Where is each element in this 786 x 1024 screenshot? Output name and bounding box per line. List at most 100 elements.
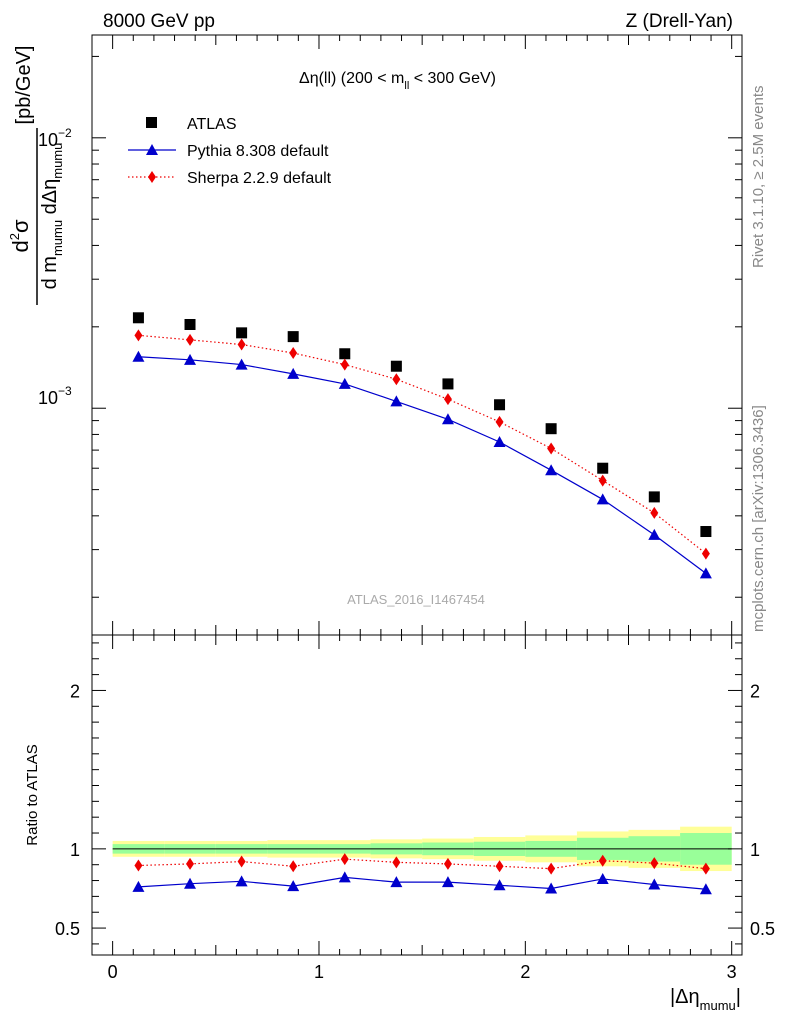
data-point-atlas	[132, 312, 144, 324]
x-tick-label: 0	[108, 962, 118, 982]
legend: ATLAS Pythia 8.308 default Sherpa 2.2.9 …	[128, 116, 332, 187]
data-point-pythia-8-308-default	[235, 358, 248, 370]
plot-title-post: < 300 GeV)	[409, 70, 496, 87]
ytick-1e-3-exp: −3	[58, 384, 72, 398]
data-point-pythia-8-308-default	[184, 353, 197, 365]
data-point-pythia-8-308-default	[132, 350, 145, 362]
data-point-sherpa-2-2-9-default	[443, 393, 452, 406]
ratio-point-pythia-8-308-default	[235, 875, 248, 887]
ytick-label-1e-3: 10−3	[38, 384, 72, 408]
ratio-point-sherpa-2-2-9-default	[340, 853, 349, 866]
ratio-tick-label-left: 1	[70, 840, 80, 860]
data-point-atlas	[287, 331, 299, 343]
y-label-unit: [pb/GeV]	[13, 46, 35, 125]
y-axis-label: d2σ d mmumu dΔηmumu [pb/GeV]	[7, 46, 65, 305]
ratio-bands	[112, 826, 732, 872]
x-tick-label: 2	[520, 962, 530, 982]
legend-marker-sherpa	[148, 171, 156, 183]
data-point-pythia-8-308-default	[596, 493, 609, 505]
ratio-point-pythia-8-308-default	[287, 880, 300, 892]
data-point-atlas	[494, 399, 506, 411]
ratio-point-sherpa-2-2-9-default	[547, 862, 556, 875]
ratio-tick-label-right: 0.5	[750, 919, 775, 939]
ratio-point-pythia-8-308-default	[545, 882, 558, 894]
legend-label-sherpa: Sherpa 2.2.9 default	[187, 170, 332, 187]
data-point-pythia-8-308-default	[441, 413, 454, 425]
data-point-atlas	[184, 318, 196, 330]
ratio-tick-label-right: 1	[750, 840, 760, 860]
ratio-plot-frame	[91, 634, 743, 956]
header-right: Z (Drell-Yan)	[626, 11, 733, 32]
plot-title: Δη(ll) (200 < mll < 300 GeV)	[299, 70, 496, 92]
x-label-main: |Δη	[670, 986, 700, 1008]
data-point-sherpa-2-2-9-default	[289, 347, 298, 360]
ratio-point-pythia-8-308-default	[184, 877, 197, 889]
ratio-line-sherpa-2-2-9-default	[138, 858, 706, 870]
data-point-sherpa-2-2-9-default	[650, 506, 659, 519]
ratio-tick-label-left: 2	[70, 681, 80, 701]
ratio-point-sherpa-2-2-9-default	[134, 859, 143, 872]
series-line-sherpa-2-2-9-default	[138, 334, 707, 555]
main-ticks	[92, 35, 742, 635]
ytick-label-1e-2: 10−2	[38, 126, 72, 150]
header-left: 8000 GeV pp	[103, 11, 215, 32]
rivet-label: Rivet 3.1.10, ≥ 2.5M events	[750, 86, 767, 269]
legend-marker-pythia	[146, 144, 158, 155]
x-label-sub: mumu	[700, 998, 736, 1013]
ratio-point-pythia-8-308-default	[390, 876, 403, 888]
data-point-sherpa-2-2-9-default	[598, 474, 607, 487]
data-point-atlas	[648, 491, 660, 503]
y-label-den-mid: dΔη	[39, 179, 61, 220]
y-label-denominator: d mmumu dΔηmumu	[39, 143, 65, 290]
ratio-series	[132, 853, 712, 895]
ytick-1e-3-base: 10	[38, 388, 58, 408]
y-label-num-sup: 2	[7, 233, 22, 240]
y-label-den-sub2: mumu	[50, 143, 65, 179]
ratio-tick-label-right: 2	[750, 681, 760, 701]
y-label-num-d: d	[8, 240, 33, 252]
data-point-atlas	[597, 462, 609, 474]
main-panel: Δη(ll) (200 < mll < 300 GeV) ATLAS Pythi…	[7, 34, 743, 636]
ratio-point-pythia-8-308-default	[699, 883, 712, 895]
ratio-point-sherpa-2-2-9-default	[495, 860, 504, 873]
ytick-1e-2-exp: −2	[58, 126, 72, 140]
series-line-pythia-8-308-default	[138, 356, 707, 574]
legend-label-pythia: Pythia 8.308 default	[187, 143, 329, 160]
data-point-pythia-8-308-default	[338, 377, 351, 389]
ratio-point-pythia-8-308-default	[493, 879, 506, 891]
ratio-point-sherpa-2-2-9-default	[443, 857, 452, 870]
legend-marker-atlas	[146, 117, 157, 128]
ratio-y-label: Ratio to ATLAS	[24, 744, 41, 845]
data-point-pythia-8-308-default	[493, 436, 506, 448]
ytick-1e-2-base: 10	[38, 130, 58, 150]
ratio-point-sherpa-2-2-9-default	[237, 855, 246, 868]
y-label-numerator: d2σ	[7, 219, 33, 252]
ratio-point-sherpa-2-2-9-default	[650, 857, 659, 870]
data-point-pythia-8-308-default	[545, 464, 558, 476]
y-label-den-sub1: mumu	[50, 220, 65, 256]
ratio-point-pythia-8-308-default	[596, 872, 609, 884]
data-point-atlas	[442, 378, 454, 390]
data-point-sherpa-2-2-9-default	[186, 333, 195, 346]
y-label-den-pre: d m	[39, 256, 61, 289]
data-point-sherpa-2-2-9-default	[392, 373, 401, 386]
x-tick-label: 1	[314, 962, 324, 982]
ratio-point-sherpa-2-2-9-default	[289, 860, 298, 873]
data-point-pythia-8-308-default	[648, 528, 661, 540]
ratio-point-pythia-8-308-default	[648, 878, 661, 890]
legend-label-atlas: ATLAS	[187, 116, 237, 133]
data-point-pythia-8-308-default	[287, 367, 300, 379]
x-tick-labels: 0 1 2 3	[108, 962, 737, 982]
ratio-point-pythia-8-308-default	[441, 876, 454, 888]
data-point-sherpa-2-2-9-default	[340, 358, 349, 371]
data-point-sherpa-2-2-9-default	[547, 442, 556, 455]
mcplots-label: mcplots.cern.ch [arXiv:1306.3436]	[750, 405, 767, 632]
x-label-post: |	[736, 986, 741, 1008]
ratio-point-pythia-8-308-default	[338, 871, 351, 883]
x-tick-label: 3	[727, 962, 737, 982]
data-point-atlas	[390, 360, 402, 372]
ratio-point-pythia-8-308-default	[132, 880, 145, 892]
data-point-atlas	[545, 423, 557, 435]
data-point-atlas	[236, 327, 248, 339]
